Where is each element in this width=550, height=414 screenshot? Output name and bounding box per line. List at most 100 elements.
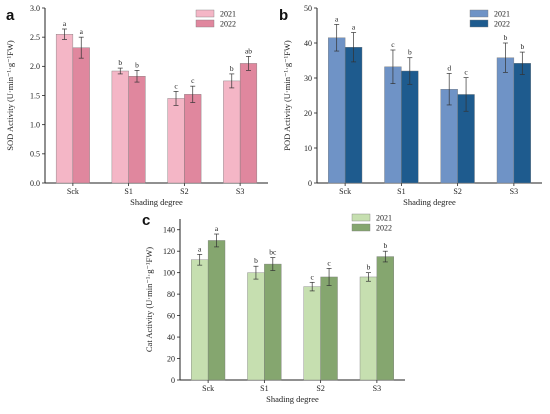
panel-a-significance-letter: c: [191, 76, 195, 85]
panel-b-significance-letter: b: [504, 33, 508, 42]
panel-a-bar: [55, 34, 74, 184]
panel-b-x-axis-label: Shading degree: [403, 197, 456, 207]
panel-c-y-tick-label: 140: [163, 226, 175, 235]
panel-b-y-tick-label: 10: [304, 144, 312, 153]
panel-b-x-tick-label: S2: [453, 187, 461, 196]
panel-b-legend-swatch: [469, 9, 489, 18]
panel-a-y-tick-label: 2.5: [30, 33, 40, 42]
panel-a-y-tick-label: 0.0: [30, 179, 40, 188]
panel-c-y-tick-label: 100: [163, 268, 175, 277]
panel-a-significance-letter: b: [135, 60, 139, 69]
panel-c-x-tick-label: S3: [373, 384, 381, 393]
panel-c-significance-letter: b: [383, 241, 387, 250]
panel-a-bar: [111, 70, 129, 184]
panel-a-significance-letter: c: [174, 81, 178, 90]
panel-a-y-tick-label: 3.0: [30, 4, 40, 13]
panel-c-y-tick-label: 40: [167, 333, 175, 342]
panel-b-y-tick-label: 50: [304, 4, 312, 13]
panel-c-significance-letter: b: [367, 263, 371, 272]
panel-c-x-tick-label: S1: [260, 384, 268, 393]
panel-c-y-tick-label: 0: [171, 376, 175, 385]
panel-c-significance-letter: b: [254, 256, 258, 265]
panel-c-y-axis-label: Cat Activity (U·min⁻¹·g⁻¹FW): [144, 247, 154, 352]
panel-a-legend-swatch: [195, 19, 215, 28]
panel-a-legend-swatch: [195, 9, 215, 18]
panel-c-y-tick-label: 60: [167, 311, 175, 320]
panel-b-bar: [496, 57, 515, 184]
panel-c-significance-letter: c: [311, 272, 315, 281]
panel-a-legend-label: 2022: [220, 20, 236, 29]
panel-a-bar: [167, 98, 185, 184]
panel-b-significance-letter: c: [464, 68, 468, 77]
panel-c-bar: [376, 256, 394, 381]
panel-a-x-tick-label: S3: [236, 187, 244, 196]
panel-c-x-axis-label: Shading degree: [266, 394, 319, 404]
panel-a-significance-letter: ab: [245, 46, 252, 55]
panel-a-bar: [223, 80, 241, 184]
panel-b-significance-letter: b: [520, 42, 524, 51]
panel-a-bar: [184, 94, 202, 184]
panel-a-bar: [239, 63, 258, 184]
panel-c-bar: [359, 276, 378, 381]
panel-b-y-axis-label: POD Activity (U·min⁻¹·g⁻¹FW): [282, 40, 292, 151]
panel-c-bar: [264, 263, 282, 381]
panel-a-bar: [72, 47, 90, 184]
panel-c-legend-label: 2021: [376, 214, 392, 223]
panel-b-bar: [401, 70, 419, 184]
panel-b-x-tick-label: S1: [397, 187, 405, 196]
panel-c-y-tick-label: 120: [163, 247, 175, 256]
panel-c-letter: c: [142, 212, 150, 229]
panel-b-bar: [344, 47, 363, 184]
panel-a-x-tick-label: S1: [124, 187, 132, 196]
panel-b-significance-letter: c: [391, 40, 395, 49]
panel-b-y-tick-label: 30: [304, 74, 312, 83]
panel-c-y-tick-label: 80: [167, 290, 175, 299]
panel-c-legend-label: 2022: [376, 224, 392, 233]
panel-a-x-tick-label: Sck: [67, 187, 79, 196]
panel-c-significance-letter: a: [215, 224, 219, 233]
panel-c-legend-swatch: [351, 213, 371, 222]
panel-a-y-tick-label: 0.5: [30, 150, 40, 159]
panel-a-bar: [128, 76, 146, 184]
panel-c-x-tick-label: S2: [316, 384, 324, 393]
panel-a-legend-label: 2021: [220, 10, 236, 19]
panel-b-bar: [513, 63, 531, 184]
panel-a-significance-letter: a: [63, 19, 67, 28]
panel-b-y-tick-label: 20: [304, 109, 312, 118]
panel-c-y-tick-label: 20: [167, 354, 175, 363]
panel-b-y-tick-label: 40: [304, 39, 312, 48]
panel-b-bar: [384, 66, 402, 184]
panel-b-legend-swatch: [469, 19, 489, 28]
panel-a-x-tick-label: S2: [180, 187, 188, 196]
panel-a-y-tick-label: 1.0: [30, 120, 40, 129]
panel-a-x-axis-label: Shading degree: [130, 197, 183, 207]
panel-c-bar: [207, 240, 226, 381]
panel-c-significance-letter: bc: [269, 248, 277, 257]
panel-a-significance-letter: b: [230, 64, 234, 73]
panel-c-bar: [191, 259, 209, 381]
panel-c-bar: [303, 286, 321, 381]
panel-b-legend-label: 2022: [494, 20, 510, 29]
panel-b-significance-letter: b: [408, 48, 412, 57]
panel-a-significance-letter: a: [80, 27, 84, 36]
panel-a-significance-letter: b: [118, 58, 122, 67]
panel-b-x-tick-label: Sck: [339, 187, 351, 196]
panel-a-y-tick-label: 1.5: [30, 91, 40, 100]
panel-b-legend-label: 2021: [494, 10, 510, 19]
panel-c-significance-letter: a: [198, 244, 202, 253]
panel-a-y-axis-label: SOD Activity (U·min⁻¹·g⁻¹FW): [5, 40, 15, 151]
panel-b-x-tick-label: S3: [510, 187, 518, 196]
panel-c-bar: [320, 276, 338, 381]
panel-c-significance-letter: c: [327, 258, 331, 267]
panel-c-x-tick-label: Sck: [202, 384, 214, 393]
panel-c-bar: [247, 272, 265, 381]
panel-b-significance-letter: d: [447, 63, 451, 72]
panel-a-letter: a: [6, 7, 15, 24]
panel-b-significance-letter: a: [335, 14, 339, 23]
panel-b-significance-letter: a: [352, 23, 356, 32]
panel-b-bar: [328, 37, 346, 184]
panel-b-letter: b: [279, 7, 288, 24]
panel-b-y-tick-label: 0: [308, 179, 312, 188]
panel-c-legend-swatch: [351, 223, 371, 232]
